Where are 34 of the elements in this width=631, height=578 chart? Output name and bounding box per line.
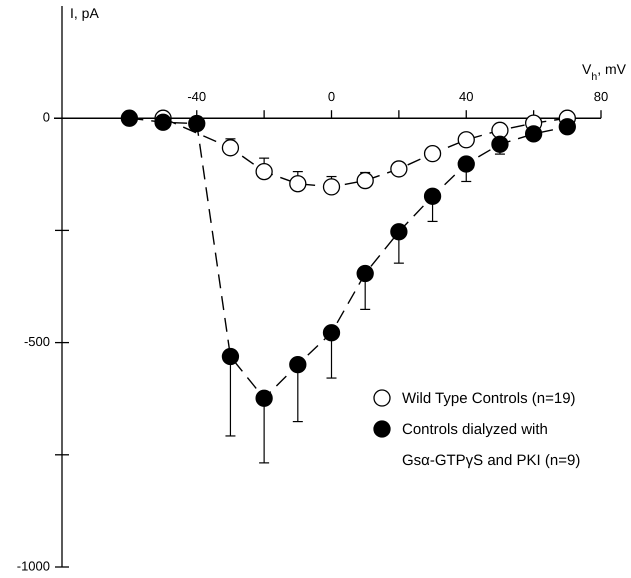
point xyxy=(289,175,306,192)
point xyxy=(524,125,542,143)
y-tick-label: 0 xyxy=(42,110,50,125)
point xyxy=(458,155,475,173)
point xyxy=(322,178,340,196)
point xyxy=(120,110,138,127)
point xyxy=(255,390,273,407)
point xyxy=(558,118,576,136)
point xyxy=(222,348,240,366)
y-tick-label: -1000 xyxy=(16,558,50,574)
point xyxy=(356,264,374,282)
point xyxy=(458,131,475,148)
x-tick-label: -40 xyxy=(187,89,206,104)
point xyxy=(356,172,374,190)
point xyxy=(390,160,408,178)
point xyxy=(289,356,306,374)
x-axis-title: V$_{h}$, mV xyxy=(582,61,627,83)
point xyxy=(222,139,240,156)
legend-label: Wild Type Controls (n=19) xyxy=(402,390,576,407)
point xyxy=(491,136,509,153)
point xyxy=(188,114,206,132)
x-tick-label: 40 xyxy=(459,89,474,104)
point xyxy=(424,188,442,205)
point xyxy=(424,145,442,162)
point xyxy=(255,162,273,180)
legend-label: Controls dialyzed with Gsα-GTPγS and PKI (n=9) xyxy=(402,420,580,469)
y-tick-label: -500 xyxy=(24,334,50,350)
point xyxy=(390,223,408,240)
x-tick-label: 0 xyxy=(328,89,336,104)
point xyxy=(154,114,172,131)
point xyxy=(491,122,509,139)
y-axis-title: I, pA xyxy=(70,5,100,21)
x-tick-label: 80 xyxy=(594,89,608,104)
point xyxy=(322,324,340,342)
